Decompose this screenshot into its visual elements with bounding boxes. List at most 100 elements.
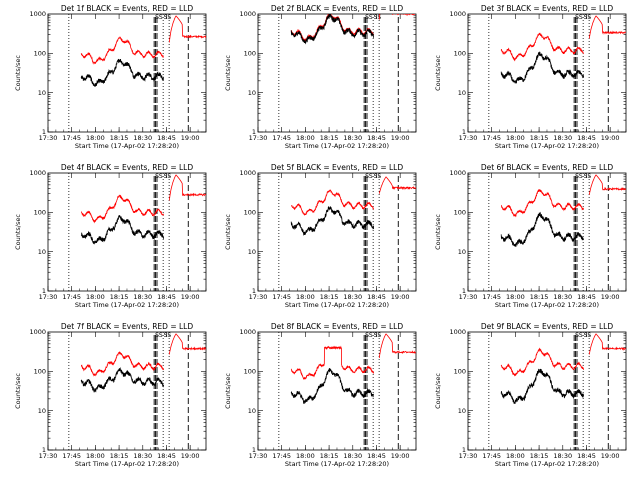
y-tick-label: 1000 [29, 10, 46, 18]
x-tick-label: 18:00 [506, 134, 525, 142]
lld-series-line [80, 36, 164, 65]
x-tick-label: 19:00 [181, 452, 200, 460]
y-tick-label: 1 [462, 446, 466, 454]
lld-series-line [168, 333, 206, 355]
x-tick-label: 18:45 [367, 293, 386, 301]
panel-title: Det 7f BLACK = Events, RED = LLD [61, 322, 194, 331]
x-tick-label: 18:15 [530, 134, 549, 142]
x-tick-label: 18:00 [296, 134, 315, 142]
x-tick-label: 17:30 [39, 452, 58, 460]
x-tick-label: 17:45 [272, 293, 291, 301]
ss-marker-label: SS [575, 173, 583, 180]
lld-series-line [168, 15, 206, 43]
chart-panel-3: Det 3f BLACK = Events, RED = LLD 1 10 100 10… [434, 4, 627, 150]
ss-marker-label: SS [584, 14, 592, 21]
y-tick-label: 1 [252, 446, 256, 454]
y-tick-label: 1 [42, 446, 46, 454]
x-tick-label: 17:30 [459, 452, 478, 460]
x-tick-label: 17:45 [482, 452, 501, 460]
plot-area [80, 174, 206, 245]
ss-marker-label: SS [164, 173, 172, 180]
y-tick-label: 1 [42, 128, 46, 136]
x-axis-label: Start Time (17-Apr-02 17:28:20) [495, 142, 599, 150]
x-tick-label: 18:45 [577, 293, 596, 301]
x-tick-label: 18:00 [86, 452, 105, 460]
plot-area [500, 15, 626, 84]
x-tick-label: 18:00 [86, 134, 105, 142]
y-tick-label: 1000 [449, 169, 466, 177]
x-tick-label: 18:45 [157, 293, 176, 301]
y-tick-label: 1000 [29, 328, 46, 336]
lld-series-line [378, 14, 416, 20]
lld-series-line [378, 176, 416, 194]
x-tick-label: 18:45 [157, 134, 176, 142]
events-series-line [500, 211, 584, 248]
x-axis-label: Start Time (17-Apr-02 17:28:20) [285, 142, 389, 150]
plot-area [290, 333, 416, 405]
ss-marker-label: SS [584, 332, 592, 339]
x-tick-label: 19:00 [391, 293, 410, 301]
plot-frame [257, 172, 417, 292]
x-tick-label: 18:30 [553, 134, 572, 142]
panel-title: Det 8f BLACK = Events, RED = LLD [271, 322, 404, 331]
lld-series-line [80, 194, 164, 224]
x-axis-label: Start Time (17-Apr-02 17:28:20) [285, 460, 389, 468]
plot-area [500, 174, 626, 248]
ss-marker-label: SS [155, 14, 163, 21]
x-tick-label: 18:45 [577, 452, 596, 460]
x-tick-label: 18:30 [133, 134, 152, 142]
events-series-line [290, 368, 374, 405]
y-tick-label: 10 [38, 248, 46, 256]
x-axis-label: Start Time (17-Apr-02 17:28:20) [495, 460, 599, 468]
x-tick-label: 19:00 [601, 293, 620, 301]
x-axis-label: Start Time (17-Apr-02 17:28:20) [75, 301, 179, 309]
y-tick-label: 1 [462, 287, 466, 295]
x-tick-label: 18:45 [367, 452, 386, 460]
chart-panel-1: Det 1f BLACK = Events, RED = LLD 1 10 100 10… [14, 4, 207, 150]
ss-marker-label: SS [365, 173, 373, 180]
x-tick-label: 18:15 [320, 293, 339, 301]
ss-marker-label: SS [164, 14, 172, 21]
x-tick-label: 18:00 [296, 452, 315, 460]
y-tick-label: 100 [244, 209, 256, 217]
lld-series-line [81, 351, 164, 377]
chart-panel-7: Det 7f BLACK = Events, RED = LLD 1 10 100 10… [14, 322, 207, 468]
chart-panel-4: Det 4f BLACK = Events, RED = LLD 1 10 100 10… [14, 163, 207, 309]
plot-frame [47, 331, 207, 451]
y-tick-label: 10 [38, 407, 46, 415]
x-tick-label: 17:30 [39, 293, 58, 301]
events-series-line [500, 51, 584, 84]
ss-marker-label: SS [155, 332, 163, 339]
x-tick-label: 19:00 [601, 452, 620, 460]
y-tick-label: 100 [34, 50, 46, 58]
plot-area [500, 333, 626, 404]
chart-panel-5: Det 5f BLACK = Events, RED = LLD 1 10 100 10… [224, 163, 417, 309]
x-tick-label: 18:15 [320, 134, 339, 142]
plot-area [290, 176, 416, 236]
y-tick-label: 100 [454, 368, 466, 376]
chart-panel-9: Det 9f BLACK = Events, RED = LLD 1 10 100 10… [434, 322, 627, 468]
x-tick-label: 17:30 [39, 134, 58, 142]
y-tick-label: 1000 [239, 10, 256, 18]
y-axis-label: Counts/sec [434, 214, 442, 250]
ss-marker-label: SS [155, 173, 163, 180]
events-series-line [290, 206, 374, 236]
x-tick-label: 18:15 [110, 134, 129, 142]
y-tick-label: 100 [454, 50, 466, 58]
y-tick-label: 1000 [239, 328, 256, 336]
y-tick-label: 10 [248, 407, 256, 415]
y-axis-label: Counts/sec [14, 373, 22, 409]
ss-marker-label: SS [374, 173, 382, 180]
panel-title: Det 6f BLACK = Events, RED = LLD [481, 163, 614, 172]
panel-title: Det 5f BLACK = Events, RED = LLD [271, 163, 404, 172]
events-series-line [80, 366, 164, 393]
x-tick-label: 18:15 [320, 452, 339, 460]
y-tick-label: 1000 [239, 169, 256, 177]
x-tick-label: 18:15 [530, 452, 549, 460]
lld-series-line [378, 333, 416, 358]
lld-series-line [290, 189, 374, 216]
plot-area [290, 14, 416, 45]
x-axis-label: Start Time (17-Apr-02 17:28:20) [495, 301, 599, 309]
plot-frame [467, 331, 627, 451]
